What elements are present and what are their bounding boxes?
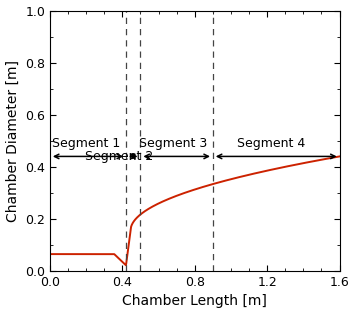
Text: Segment 4: Segment 4 <box>237 137 305 150</box>
Y-axis label: Chamber Diameter [m]: Chamber Diameter [m] <box>6 60 20 222</box>
Text: Segment 2: Segment 2 <box>84 150 153 163</box>
Text: Segment 3: Segment 3 <box>139 137 207 150</box>
X-axis label: Chamber Length [m]: Chamber Length [m] <box>122 295 267 308</box>
Text: Segment 1: Segment 1 <box>52 137 120 150</box>
